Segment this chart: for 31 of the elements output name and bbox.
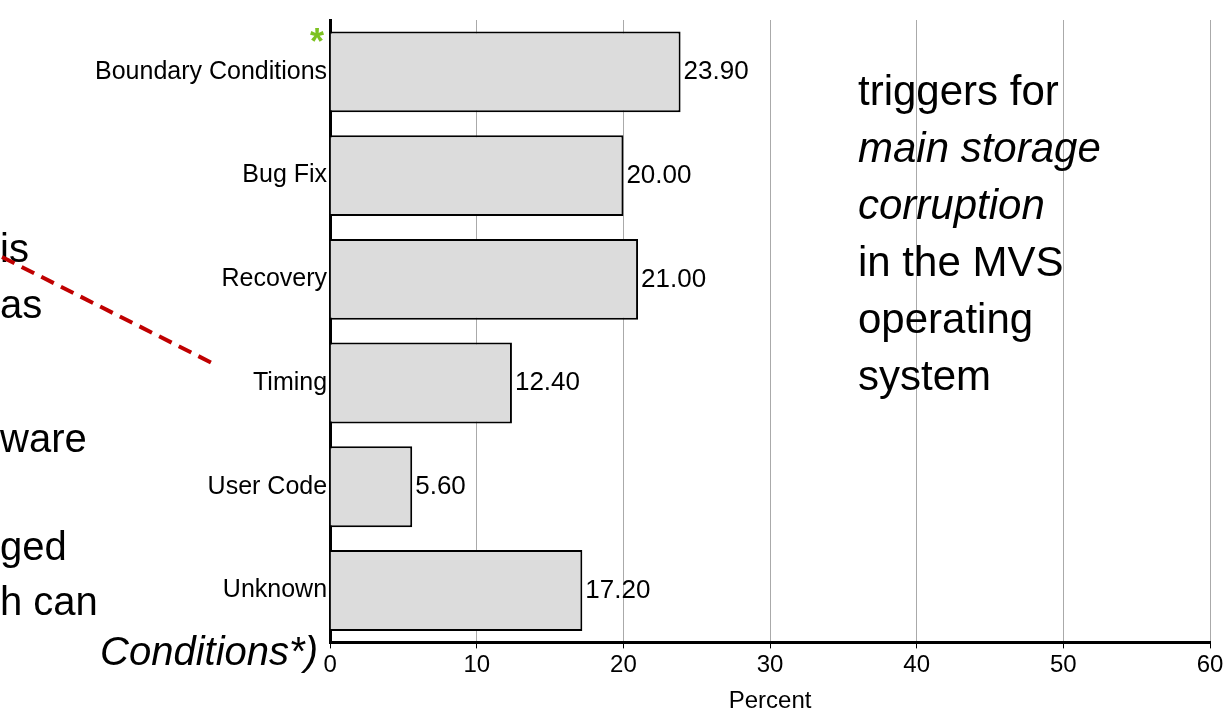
y-tick-label: Unknown xyxy=(222,574,328,603)
text: is xyxy=(0,226,29,270)
text: ged xyxy=(0,524,67,568)
text: ware xyxy=(0,416,87,460)
x-axis-title: Percent xyxy=(728,686,812,714)
y-tick-label: Recovery xyxy=(221,263,328,292)
y-tick-label: Timing xyxy=(253,366,328,395)
x-tick-label: 40 xyxy=(903,650,931,678)
data-label: 23.90 xyxy=(683,55,749,86)
text: Conditions*) xyxy=(100,629,318,673)
annotation: main storage xyxy=(858,124,1101,171)
x-tick-label: 50 xyxy=(1050,650,1077,678)
annotation: corruption xyxy=(858,181,1045,228)
y-tick-label: User Code xyxy=(207,470,328,499)
annotation: in the MVS xyxy=(858,238,1064,285)
data-label: 21.00 xyxy=(641,262,707,293)
x-tick-label: 60 xyxy=(1196,650,1224,678)
x-tick-label: 30 xyxy=(756,650,784,678)
annotation: triggers for xyxy=(858,67,1059,114)
text: as xyxy=(0,282,43,326)
data-label: 17.20 xyxy=(585,573,651,604)
x-tick-label: 0 xyxy=(323,650,337,678)
y-tick-label: Bug Fix xyxy=(242,159,328,188)
x-tick-label: 10 xyxy=(463,650,491,678)
annotation: operating xyxy=(858,295,1034,342)
data-label: 12.40 xyxy=(514,366,581,397)
data-label: 20.00 xyxy=(626,158,692,189)
x-tick-label: 20 xyxy=(610,650,637,678)
data-label: 5.60 xyxy=(415,469,466,500)
text: h can xyxy=(0,579,98,623)
annotation: system xyxy=(858,352,992,399)
